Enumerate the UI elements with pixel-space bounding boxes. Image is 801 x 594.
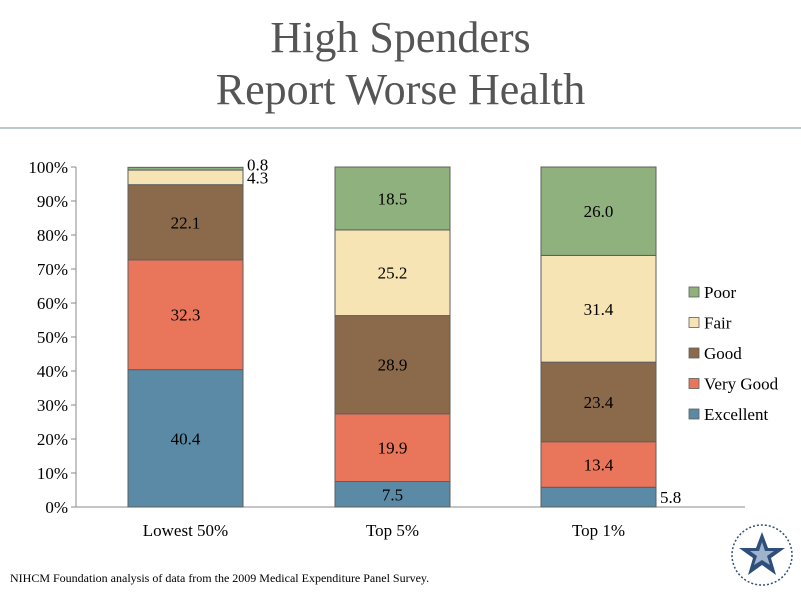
title-line-1: High Spenders <box>270 13 531 62</box>
bar-segment <box>540 361 657 443</box>
x-category-label: Top 1% <box>572 521 625 540</box>
bar-segment <box>127 169 244 186</box>
data-label: 7.5 <box>382 485 403 504</box>
data-label: 0.8 <box>247 155 268 174</box>
legend-label: Very Good <box>704 375 779 394</box>
data-label: 40.4 <box>171 429 201 448</box>
legend-swatch <box>688 408 700 420</box>
data-label: 23.4 <box>584 393 614 412</box>
y-tick-label: 40% <box>37 362 68 381</box>
y-tick-label: 70% <box>37 260 68 279</box>
nihcm-logo-icon <box>731 524 793 586</box>
data-label: 4.3 <box>247 168 268 187</box>
legend-swatch <box>688 286 700 298</box>
data-label: 19.9 <box>378 439 408 458</box>
bar-segment <box>540 166 657 256</box>
bar-segment <box>334 166 451 231</box>
data-label: 32.3 <box>171 306 201 325</box>
bar-segment <box>334 413 451 482</box>
y-tick-label: 100% <box>28 158 68 177</box>
y-tick-label: 20% <box>37 430 68 449</box>
y-tick-label: 50% <box>37 328 68 347</box>
data-label: 22.1 <box>171 213 201 232</box>
bar-segment <box>127 369 244 508</box>
data-label: 28.9 <box>378 356 408 375</box>
bar-segment <box>127 184 244 261</box>
title-line-2: Report Worse Health <box>215 65 586 114</box>
data-label: 5.8 <box>660 488 681 507</box>
legend-swatch <box>688 317 700 328</box>
data-label: 25.2 <box>378 264 408 283</box>
legend-swatch <box>688 378 700 389</box>
title-divider <box>0 127 801 129</box>
bar-segment <box>540 441 657 488</box>
source-footnote: NIHCM Foundation analysis of data from t… <box>10 571 430 585</box>
x-category-label: Lowest 50% <box>143 521 228 540</box>
y-tick-label: 80% <box>37 226 68 245</box>
data-label: 18.5 <box>378 189 408 208</box>
data-label: 26.0 <box>584 202 614 221</box>
data-label: 13.4 <box>584 456 614 475</box>
legend-swatch <box>688 347 700 359</box>
bar-segment <box>127 166 244 171</box>
legend-label: Fair <box>704 314 732 333</box>
y-tick-label: 0% <box>45 498 68 517</box>
slide-title: High Spenders Report Worse Health <box>0 12 801 116</box>
data-label: 31.4 <box>584 300 614 319</box>
legend-label: Excellent <box>704 405 768 424</box>
legend-label: Poor <box>704 283 736 302</box>
y-tick-label: 30% <box>37 396 68 415</box>
bar-segment <box>334 229 451 317</box>
y-tick-label: 90% <box>37 192 68 211</box>
y-tick-label: 60% <box>37 294 68 313</box>
y-tick-label: 10% <box>37 464 68 483</box>
legend-label: Good <box>704 344 742 363</box>
bar-segment <box>334 315 451 415</box>
x-category-label: Top 5% <box>366 521 419 540</box>
bar-segment <box>127 259 244 371</box>
bar-segment <box>540 486 657 508</box>
